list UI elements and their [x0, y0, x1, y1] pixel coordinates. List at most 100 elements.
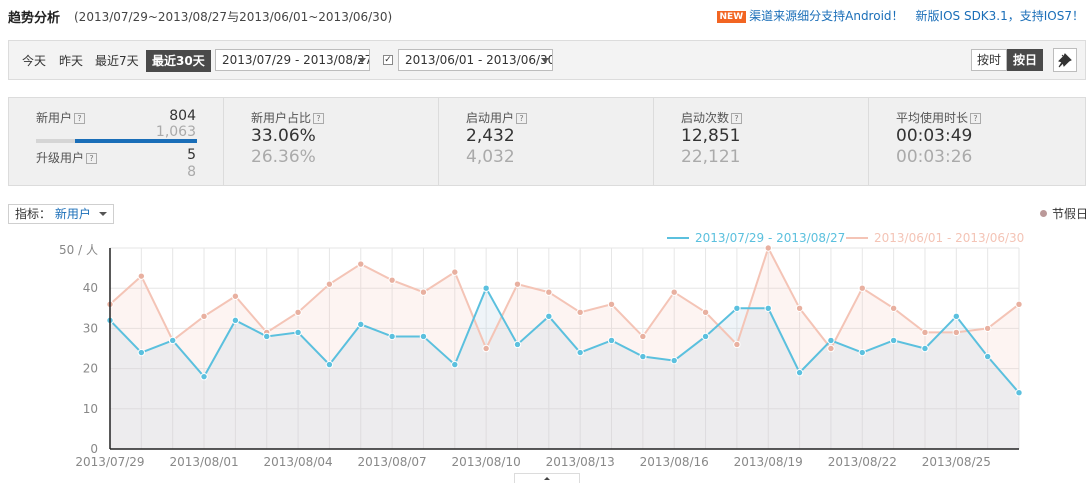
data-point-primary — [168, 336, 177, 345]
data-point-compare — [952, 328, 961, 337]
granularity-day[interactable]: 按日 — [1007, 49, 1044, 71]
data-point-primary — [200, 372, 208, 381]
compare-checkbox[interactable]: ✓ — [383, 55, 393, 65]
stat-compare-value: 8 — [187, 164, 196, 180]
data-point-compare — [325, 280, 334, 288]
quick-range-30days[interactable]: 最近30天 — [146, 50, 211, 72]
help-icon[interactable]: ? — [86, 153, 98, 164]
data-point-primary — [357, 320, 365, 329]
pin-icon — [1058, 53, 1072, 68]
help-icon[interactable]: ? — [313, 113, 325, 124]
data-point-primary — [827, 336, 835, 345]
legend-item-compare[interactable]: 2013/06/01 - 2013/06/30 — [846, 231, 1024, 245]
x-tick-label: 2013/07/29 — [75, 455, 144, 469]
data-point-compare — [388, 276, 396, 284]
help-icon[interactable]: ? — [970, 113, 982, 124]
data-point-primary — [889, 336, 898, 345]
help-icon[interactable]: ? — [74, 113, 86, 124]
compare-date-select[interactable]: 2013/06/01 - 2013/06/30 — [398, 49, 553, 71]
data-point-primary — [482, 284, 490, 292]
data-point-compare — [137, 272, 146, 280]
data-point-compare — [701, 308, 710, 317]
indicator-label: 指标： — [15, 207, 52, 221]
news-link-ios-sdk[interactable]: 新版IOS SDK3.1，支持IOS7！ — [915, 9, 1084, 23]
holiday-dot-icon — [1039, 210, 1047, 217]
data-point-compare — [670, 288, 678, 296]
data-point-compare — [858, 284, 866, 292]
data-point-primary — [670, 356, 678, 365]
data-point-compare — [795, 304, 804, 312]
data-point-compare — [545, 288, 553, 296]
y-tick-label: 10 — [83, 402, 98, 416]
y-tick-label: 40 — [83, 281, 98, 295]
data-point-compare — [231, 292, 240, 300]
pin-button[interactable] — [1053, 48, 1077, 72]
stat-new-users: 新用户? 804 1,063 升级用户? 5 8 — [9, 98, 224, 185]
legend-line-icon — [667, 237, 689, 239]
series-line-primary — [109, 285, 1020, 394]
help-icon[interactable]: ? — [731, 113, 743, 124]
data-point-primary — [263, 332, 271, 341]
progress-bar-fill — [75, 139, 197, 143]
quick-range-today[interactable]: 今天 — [22, 54, 47, 68]
data-point-primary — [451, 360, 459, 369]
data-point-primary — [607, 336, 616, 345]
series-line-compare — [109, 245, 1020, 351]
data-point-primary — [858, 348, 866, 357]
data-point-compare — [607, 300, 616, 308]
data-point-primary — [576, 348, 584, 357]
data-point-compare — [983, 324, 992, 333]
stat-compare-value: 00:03:26 — [896, 147, 973, 167]
data-point-primary — [764, 304, 772, 312]
data-point-compare — [827, 344, 835, 353]
data-point-primary — [294, 328, 302, 337]
stat-value: 2,432 — [466, 126, 515, 146]
stat-value: 12,851 — [681, 126, 741, 146]
indicator-select[interactable]: 指标： 新用户 — [8, 204, 114, 224]
y-tick-label: 20 — [83, 362, 98, 376]
legend-label: 2013/07/29 - 2013/08/27 — [695, 231, 846, 245]
data-point-primary — [513, 340, 522, 349]
x-tick-label: 2013/08/07 — [358, 455, 427, 469]
help-icon[interactable]: ? — [516, 113, 528, 124]
data-point-primary — [983, 352, 992, 361]
data-point-primary — [701, 332, 710, 341]
x-tick-label: 2013/08/13 — [546, 455, 615, 469]
x-tick-label: 2013/08/04 — [263, 455, 332, 469]
y-tick-label: 30 — [83, 321, 98, 335]
stat-value: 5 — [187, 147, 196, 163]
holiday-label: 节假日 — [1051, 207, 1088, 221]
data-point-compare — [889, 304, 898, 312]
stat-compare-value: 22,121 — [681, 147, 741, 167]
y-tick-label: 0 — [90, 442, 98, 456]
stat-launch-count: 启动次数? 12,851 22,121 — [654, 98, 869, 185]
legend-item-primary[interactable]: 2013/07/29 - 2013/08/27 — [667, 231, 845, 245]
y-axis-label: 50 / 人 — [59, 243, 98, 257]
primary-date-value: 2013/07/29 - 2013/08/27 — [222, 53, 370, 67]
quick-range-7days[interactable]: 最近7天 — [95, 54, 139, 68]
primary-date-select[interactable]: 2013/07/29 - 2013/08/27 — [215, 49, 370, 71]
data-point-primary — [231, 316, 240, 325]
data-point-compare — [1015, 300, 1023, 308]
stat-value: 00:03:49 — [896, 126, 973, 146]
date-toolbar: 今天 昨天 最近7天 最近30天 2013/07/29 - 2013/08/27… — [8, 40, 1086, 80]
quick-range-yesterday[interactable]: 昨天 — [59, 54, 84, 68]
chevron-down-icon — [541, 58, 549, 63]
stat-compare-value: 26.36% — [251, 147, 316, 167]
data-point-compare — [513, 280, 522, 288]
data-point-compare — [921, 328, 929, 337]
stat-value: 804 — [169, 108, 196, 124]
data-point-compare — [764, 244, 772, 252]
stat-label: 新用户? — [36, 109, 86, 126]
data-point-primary — [388, 332, 396, 341]
granularity-hour[interactable]: 按时 — [971, 49, 1008, 71]
news-link-android[interactable]: 渠道来源细分支持Android！ — [749, 9, 904, 23]
holiday-legend: 节假日 — [1039, 205, 1088, 222]
series-area-compare — [110, 248, 1019, 449]
stat-compare-value: 4,032 — [466, 147, 515, 167]
collapse-toggle[interactable] — [514, 473, 580, 483]
data-point-primary — [137, 348, 146, 357]
data-point-compare — [357, 260, 365, 268]
stat-label: 启动用户? — [466, 109, 528, 126]
